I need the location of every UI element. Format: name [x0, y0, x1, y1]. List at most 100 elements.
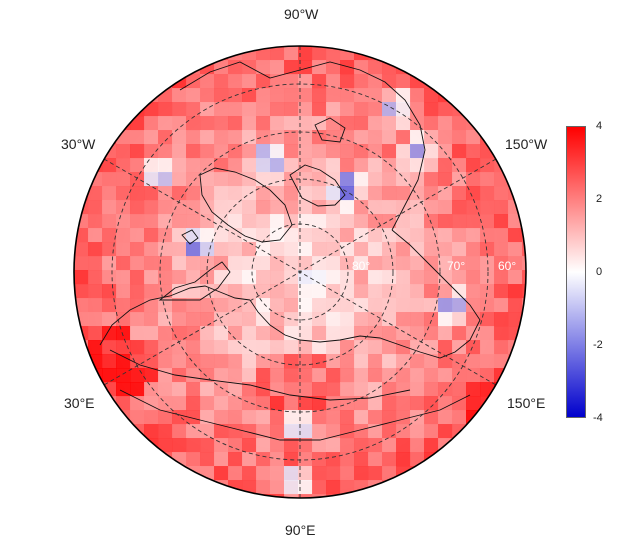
- anomaly-cell: [298, 102, 313, 117]
- anomaly-cell: [186, 396, 201, 411]
- anomaly-cell: [452, 158, 467, 173]
- anomaly-cell: [284, 368, 299, 383]
- anomaly-cell: [382, 256, 397, 271]
- anomaly-cell: [354, 270, 369, 285]
- anomaly-cell: [340, 466, 355, 481]
- anomaly-cell: [228, 452, 243, 467]
- anomaly-cell: [452, 144, 467, 159]
- anomaly-cell: [382, 46, 397, 61]
- anomaly-cell: [354, 424, 369, 439]
- anomaly-cell: [284, 424, 299, 439]
- anomaly-cell: [396, 74, 411, 89]
- anomaly-cell: [284, 200, 299, 215]
- anomaly-cell: [368, 158, 383, 173]
- anomaly-cell: [144, 340, 159, 355]
- anomaly-cell: [130, 368, 145, 383]
- europe-coast: [99, 285, 251, 346]
- anomaly-cell: [172, 214, 187, 229]
- anomaly-cell: [522, 256, 526, 271]
- anomaly-cell: [452, 228, 467, 243]
- anomaly-cell: [438, 116, 453, 131]
- anomaly-cell: [200, 270, 215, 285]
- anomaly-cell: [200, 410, 215, 425]
- anomaly-cell: [466, 116, 481, 131]
- anomaly-cell: [284, 382, 299, 397]
- anomaly-cell: [452, 382, 467, 397]
- lon-label-lower-left: 30°E: [64, 395, 95, 411]
- anomaly-cell: [270, 186, 285, 201]
- anomaly-cell: [312, 410, 327, 425]
- anomaly-cell: [424, 144, 439, 159]
- anomaly-cell: [326, 270, 341, 285]
- anomaly-cell: [340, 144, 355, 159]
- colorbar-tick-2: 2: [596, 193, 603, 205]
- anomaly-cell: [382, 410, 397, 425]
- anomaly-cell: [340, 326, 355, 341]
- anomaly-cell: [466, 382, 481, 397]
- anomaly-cell: [74, 354, 89, 369]
- anomaly-cell: [494, 354, 509, 369]
- anomaly-cell: [242, 74, 257, 89]
- anomaly-cell: [200, 424, 215, 439]
- anomaly-cell: [186, 186, 201, 201]
- anomaly-cell: [88, 186, 103, 201]
- anomaly-cell: [396, 480, 411, 495]
- anomaly-cell: [438, 158, 453, 173]
- anomaly-cell: [242, 452, 257, 467]
- anomaly-cell: [102, 158, 117, 173]
- anomaly-cell: [228, 396, 243, 411]
- anomaly-cell: [256, 326, 271, 341]
- anomaly-cell: [172, 228, 187, 243]
- anomaly-cell: [214, 74, 229, 89]
- anomaly-cell: [200, 256, 215, 271]
- colorbar-tick-4: 4: [596, 120, 603, 132]
- anomaly-cell: [298, 46, 313, 61]
- anomaly-cell: [284, 270, 299, 285]
- anomaly-cell: [368, 270, 383, 285]
- anomaly-cell: [270, 382, 285, 397]
- anomaly-cell: [228, 74, 243, 89]
- anomaly-cell: [368, 396, 383, 411]
- anomaly-cell: [340, 60, 355, 75]
- asia-interior-border-2: [109, 349, 411, 401]
- anomaly-cell: [130, 116, 145, 131]
- anomaly-cell: [424, 158, 439, 173]
- anomaly-cell: [270, 256, 285, 271]
- anomaly-cell: [410, 256, 425, 271]
- anomaly-cell: [214, 466, 229, 481]
- anomaly-cell: [74, 312, 89, 327]
- anomaly-cell: [438, 396, 453, 411]
- anomaly-cell: [172, 242, 187, 257]
- anomaly-cell: [284, 354, 299, 369]
- anomaly-cell: [382, 214, 397, 229]
- anomaly-cell: [438, 144, 453, 159]
- anomaly-cell: [270, 298, 285, 313]
- anomaly-cell: [172, 298, 187, 313]
- anomaly-cell: [130, 214, 145, 229]
- anomaly-cell: [466, 368, 481, 383]
- anomaly-cell: [480, 186, 495, 201]
- anomaly-cell: [130, 340, 145, 355]
- anomaly-cell: [242, 172, 257, 187]
- anomaly-cell: [354, 172, 369, 187]
- anomaly-cell: [312, 354, 327, 369]
- anomaly-cell: [130, 424, 145, 439]
- anomaly-cell: [368, 284, 383, 299]
- anomaly-cell: [256, 396, 271, 411]
- map-boundary: [73, 45, 527, 499]
- anomaly-cell: [130, 242, 145, 257]
- anomaly-cell: [452, 298, 467, 313]
- anomaly-cell: [396, 186, 411, 201]
- anomaly-cell: [158, 214, 173, 229]
- anomaly-cell: [144, 326, 159, 341]
- anomaly-cell: [312, 382, 327, 397]
- anomaly-cell: [116, 340, 131, 355]
- anomaly-cell: [158, 172, 173, 187]
- anomaly-cell: [186, 88, 201, 103]
- anomaly-cell: [410, 186, 425, 201]
- anomaly-cell: [144, 452, 159, 467]
- anomaly-cell: [228, 256, 243, 271]
- anomaly-cell: [410, 270, 425, 285]
- anomaly-cell: [158, 340, 173, 355]
- anomaly-cell: [186, 326, 201, 341]
